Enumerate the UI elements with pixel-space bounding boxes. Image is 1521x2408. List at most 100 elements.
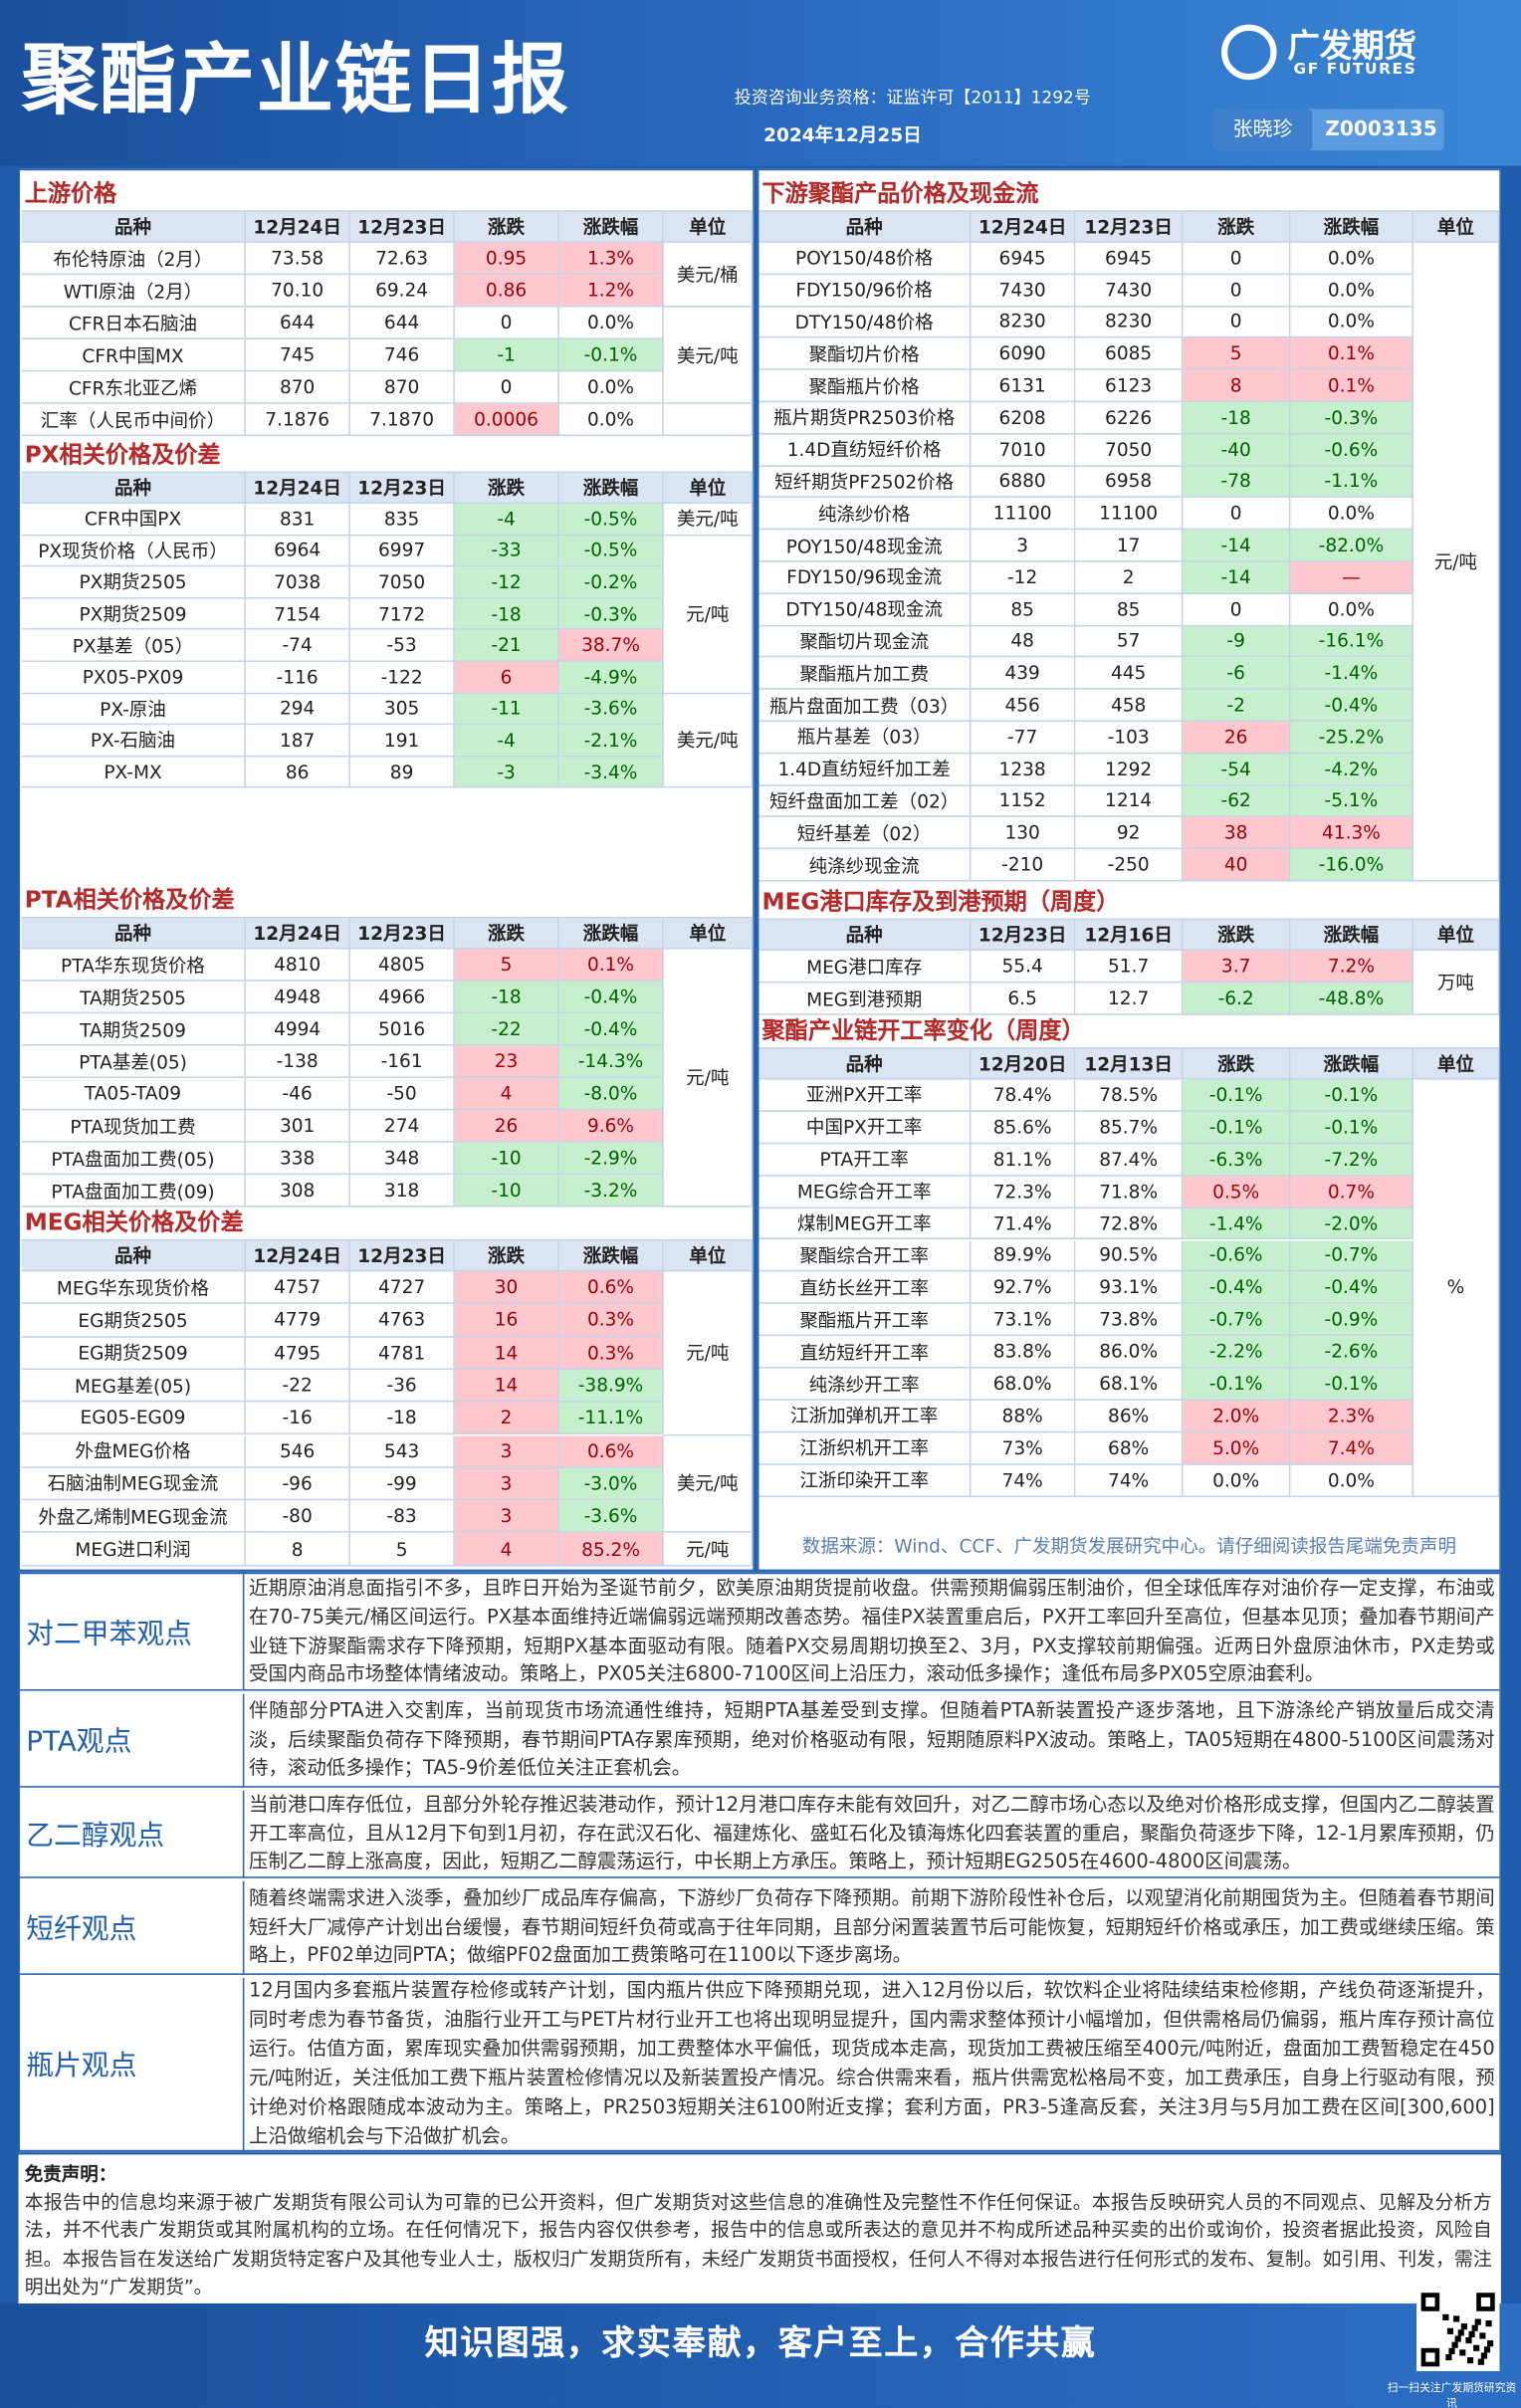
table-cell: 439: [971, 657, 1076, 690]
row-label: 江浙织机开工率: [759, 1432, 972, 1465]
table-cell: -53: [349, 630, 455, 662]
table-cell: 86%: [1075, 1400, 1184, 1433]
table-cell: -50: [349, 1077, 455, 1111]
table-cell: -9: [1183, 625, 1291, 658]
row-label: EG05-EG09: [21, 1402, 246, 1435]
table-cell: 8230: [1075, 306, 1184, 338]
table-cell: -18: [349, 1402, 455, 1435]
table-cell: 57: [1075, 625, 1184, 658]
row-label: PX期货2505: [21, 566, 246, 599]
row-label: PTA盘面加工费(09): [21, 1175, 246, 1207]
table-cell: 17: [1075, 530, 1184, 562]
table-cell: 870: [245, 371, 350, 404]
table-cell: 71.4%: [971, 1207, 1076, 1240]
row-label: CFR中国MX: [21, 338, 246, 372]
view-label: 短纤观点: [20, 1880, 245, 1975]
column-header: 12月24日: [245, 210, 350, 243]
column-header: 品种: [21, 471, 246, 505]
table-cell: 0.0%: [1290, 242, 1413, 275]
table-cell: 445: [1075, 657, 1184, 690]
qr-finder: [1476, 2293, 1495, 2311]
table-cell: 7050: [349, 566, 455, 599]
table-cell: 1292: [1075, 754, 1184, 786]
column-header: 12月13日: [1075, 1047, 1184, 1080]
table-cell: 72.63: [349, 242, 455, 276]
table-cell: 78.5%: [1075, 1079, 1184, 1112]
row-label: POY150/48价格: [759, 242, 972, 275]
table-cell: 30: [454, 1271, 559, 1305]
row-label: FDY150/96现金流: [759, 561, 972, 594]
table-cell: 11100: [1075, 498, 1184, 531]
table-cell: 0: [454, 307, 559, 339]
table-cell: 0: [454, 371, 559, 404]
unit-cell: 元/吨: [663, 535, 754, 694]
qr-dot: [1480, 2352, 1488, 2359]
table-cell: -16.0%: [1290, 849, 1413, 882]
column-header: 品种: [759, 1047, 972, 1080]
views-box: [18, 1572, 1501, 2153]
table-cell: 6945: [971, 242, 1076, 275]
table-cell: -4: [454, 504, 559, 536]
table-cell: -4: [454, 725, 559, 758]
table-cell: -18: [454, 981, 559, 1014]
row-label: PX期货2509: [21, 598, 246, 631]
table-cell: 7172: [349, 598, 455, 631]
table-cell: 5: [454, 949, 559, 982]
qr-dot: [1466, 2357, 1474, 2364]
row-label: FDY150/96价格: [759, 274, 972, 307]
row-label: 外盘MEG价格: [21, 1434, 246, 1468]
table-cell: 546: [245, 1434, 350, 1468]
unit-cell: 元/吨: [1412, 242, 1500, 882]
section-title: PTA相关价格及价差: [24, 886, 235, 914]
table-cell: 0.0%: [558, 371, 664, 404]
column-header: 涨跌幅: [1290, 1047, 1413, 1080]
table-cell: -82.0%: [1290, 530, 1413, 562]
row-label: 煤制MEG开工率: [759, 1207, 972, 1240]
analyst-id: Z0003135: [1325, 117, 1437, 141]
table-cell: 4: [454, 1533, 559, 1567]
unit-cell: 美元/吨: [663, 307, 754, 404]
table-cell: 16: [454, 1304, 559, 1338]
table-cell: 7430: [971, 274, 1076, 307]
row-label: 江浙印染开工率: [759, 1464, 972, 1497]
table-cell: 0: [1183, 274, 1291, 307]
table-cell: 85: [971, 593, 1076, 626]
qr-dot: [1457, 2329, 1464, 2336]
table-cell: 4757: [245, 1271, 350, 1305]
table-cell: -0.3%: [1290, 402, 1413, 435]
qr-code: [1416, 2288, 1500, 2371]
unit-cell: 元/吨: [663, 949, 754, 1207]
column-header: 12月23日: [1075, 210, 1184, 243]
column-header: 涨跌幅: [558, 210, 664, 243]
table-cell: 338: [245, 1142, 350, 1176]
table-cell: 86.0%: [1075, 1336, 1184, 1369]
view-text: 近期原油消息面指引不多，且昨日开始为圣诞节前夕，欧美原油期货提前收盘。供需预期偏…: [249, 1575, 1495, 1685]
row-label: 中国PX开工率: [759, 1111, 972, 1144]
row-label: MEG到港预期: [759, 983, 972, 1015]
column-header: 品种: [759, 210, 972, 243]
row-label: TA期货2505: [21, 981, 246, 1014]
unit-cell: 美元/吨: [663, 504, 754, 536]
table-cell: -103: [1075, 722, 1184, 755]
table-cell: 6997: [349, 535, 455, 567]
table-cell: 191: [349, 725, 455, 758]
column-header: 品种: [21, 916, 246, 950]
table-cell: -0.1%: [1183, 1079, 1291, 1112]
table-cell: -12: [971, 561, 1076, 594]
row-label: PX现货价格（人民币）: [21, 535, 246, 567]
view-box: 当前港口库存低位，且部分外轮存推迟装港动作，预计12月港口库存未能有效回升，对乙…: [244, 1791, 1500, 1878]
row-label: 瓶片盘面加工费（03）: [759, 689, 972, 723]
column-header: 12月24日: [245, 471, 350, 505]
qr-finder: [1420, 2347, 1440, 2367]
qr-dot: [1465, 2336, 1472, 2344]
row-label: 布伦特原油（2月）: [21, 242, 246, 276]
table-cell: 0: [1183, 593, 1291, 626]
row-label: 瓶片期货PR2503价格: [759, 402, 972, 435]
table-cell: 68.1%: [1075, 1368, 1184, 1401]
row-label: CFR东北亚乙烯: [21, 371, 246, 404]
row-label: 直纺长丝开工率: [759, 1271, 972, 1305]
table-cell: -2.6%: [1290, 1336, 1413, 1369]
row-label: 1.4D直纺短纤加工差: [759, 754, 972, 786]
table-cell: 4810: [245, 949, 350, 982]
table-cell: -2: [1183, 689, 1291, 723]
